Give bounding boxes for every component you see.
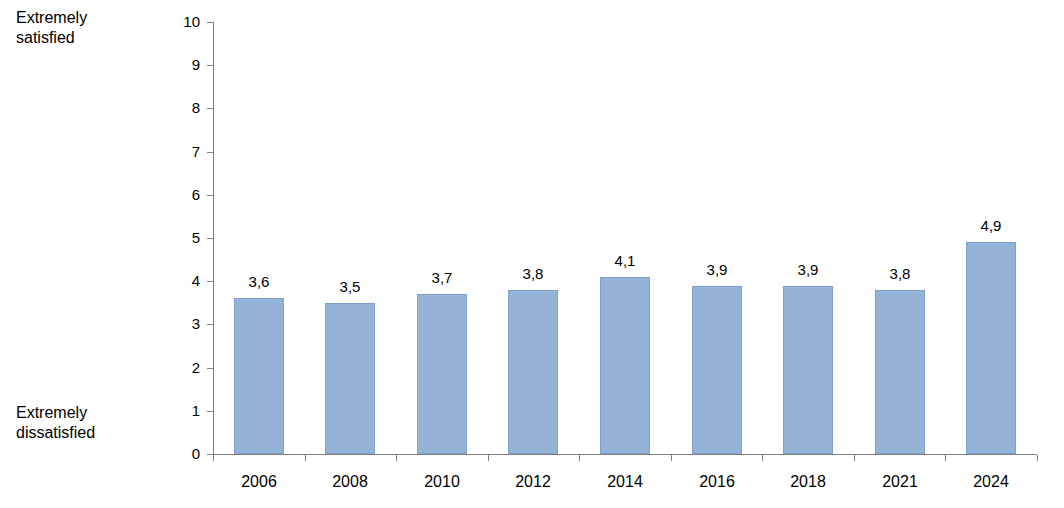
y-axis-tick (207, 65, 213, 66)
x-axis-category-label: 2018 (762, 473, 854, 491)
bar-value-label: 3,8 (870, 265, 930, 282)
x-axis-category-label: 2016 (671, 473, 763, 491)
y-axis-tick (207, 152, 213, 153)
y-axis-tick (207, 411, 213, 412)
y-axis-tick (207, 108, 213, 109)
bar (783, 286, 833, 454)
y-axis-tick-label: 7 (166, 143, 200, 160)
bar (325, 303, 375, 454)
x-axis-category-label: 2021 (854, 473, 946, 491)
y-axis-tick (207, 195, 213, 196)
x-axis-tick (1037, 455, 1038, 461)
x-axis-category-label: 2010 (396, 473, 488, 491)
bar (692, 286, 742, 454)
x-axis-tick (854, 455, 855, 461)
bar-value-label: 4,1 (595, 252, 655, 269)
x-axis-category-label: 2012 (487, 473, 579, 491)
bar-value-label: 3,7 (412, 269, 472, 286)
x-axis-tick (945, 455, 946, 461)
bar-value-label: 4,9 (961, 217, 1021, 234)
y-axis-max-annotation: Extremely satisfied (16, 8, 87, 48)
x-axis-category-label: 2008 (304, 473, 396, 491)
x-axis-category-label: 2006 (213, 473, 305, 491)
bar-value-label: 3,6 (229, 273, 289, 290)
bar (234, 298, 284, 454)
x-axis-tick (579, 455, 580, 461)
x-axis-tick (671, 455, 672, 461)
bar (966, 242, 1016, 454)
y-axis-tick-label: 5 (166, 229, 200, 246)
y-axis-tick (207, 368, 213, 369)
x-axis-tick (213, 455, 214, 461)
y-axis-tick-label: 2 (166, 359, 200, 376)
x-axis-tick (305, 455, 306, 461)
y-axis-tick-label: 9 (166, 56, 200, 73)
y-axis-min-annotation: Extremely dissatisfied (16, 403, 95, 443)
x-axis-tick (762, 455, 763, 461)
y-axis-tick-label: 10 (166, 13, 200, 30)
y-axis-tick-label: 6 (166, 186, 200, 203)
x-axis-line (213, 454, 1037, 455)
bar-value-label: 3,9 (687, 261, 747, 278)
bar-value-label: 3,5 (320, 278, 380, 295)
bar (600, 277, 650, 454)
x-axis-tick (396, 455, 397, 461)
bar-chart: Extremely satisfied Extremely dissatisfi… (0, 0, 1064, 508)
y-axis-tick (207, 22, 213, 23)
x-axis-tick (488, 455, 489, 461)
y-axis-tick-label: 1 (166, 402, 200, 419)
y-axis-tick-label: 8 (166, 99, 200, 116)
y-axis-line (213, 22, 214, 455)
bar-value-label: 3,8 (503, 265, 563, 282)
x-axis-category-label: 2024 (945, 473, 1037, 491)
bar (508, 290, 558, 454)
y-axis-tick (207, 281, 213, 282)
bar-value-label: 3,9 (778, 261, 838, 278)
x-axis-category-label: 2014 (579, 473, 671, 491)
y-axis-tick (207, 238, 213, 239)
y-axis-tick-label: 4 (166, 272, 200, 289)
y-axis-tick-label: 3 (166, 315, 200, 332)
y-axis-tick (207, 324, 213, 325)
bar (417, 294, 467, 454)
y-axis-tick-label: 0 (166, 445, 200, 462)
bar (875, 290, 925, 454)
